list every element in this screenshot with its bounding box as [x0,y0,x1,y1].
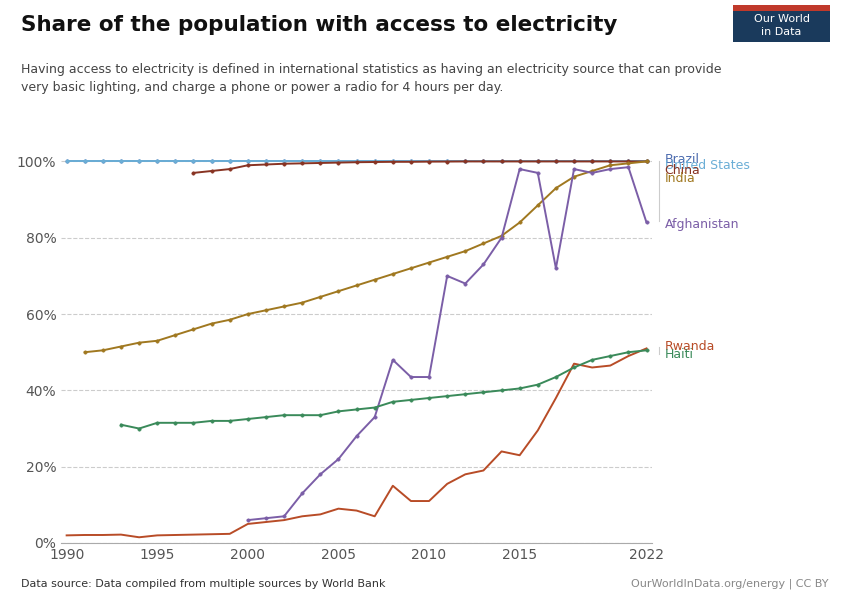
Text: Afghanistan: Afghanistan [665,218,740,231]
Text: Share of the population with access to electricity: Share of the population with access to e… [21,15,618,35]
Text: OurWorldInData.org/energy | CC BY: OurWorldInData.org/energy | CC BY [632,578,829,589]
Text: Brazil: Brazil [665,153,700,166]
Text: Haiti: Haiti [665,347,694,361]
Text: Rwanda: Rwanda [665,340,715,353]
Text: China: China [665,164,700,178]
Text: Data source: Data compiled from multiple sources by World Bank: Data source: Data compiled from multiple… [21,579,386,589]
Text: India: India [665,172,695,185]
Text: Our World
in Data: Our World in Data [754,14,809,37]
Text: United States: United States [665,159,750,172]
Text: Having access to electricity is defined in international statistics as having an: Having access to electricity is defined … [21,63,722,94]
